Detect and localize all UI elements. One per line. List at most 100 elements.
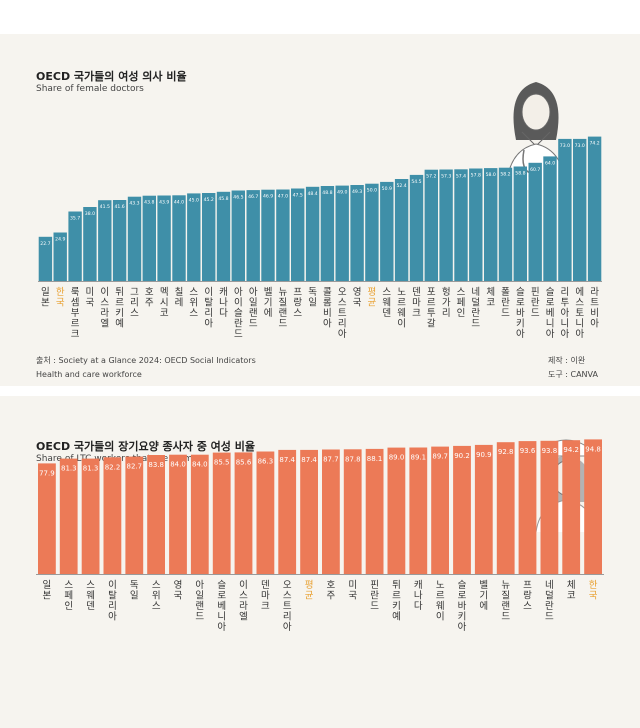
bar — [53, 232, 67, 281]
bar — [380, 181, 394, 281]
bar — [528, 162, 542, 281]
bar — [453, 445, 471, 574]
data-label: 87.8 — [345, 455, 361, 463]
bar — [584, 439, 602, 574]
data-label: 73.0 — [560, 143, 570, 149]
bar — [320, 186, 335, 281]
data-label: 73.0 — [575, 143, 585, 149]
bar — [543, 156, 557, 281]
data-label: 94.8 — [585, 445, 601, 453]
bar — [202, 193, 216, 281]
data-label: 50.0 — [367, 188, 377, 194]
bar — [157, 195, 171, 281]
bar — [98, 200, 112, 281]
data-label: 89.1 — [411, 454, 427, 462]
chart-panel-ltc-workers: OECD 국가들의 장기요양 종사자 중 여성 비율 Share of LTC … — [0, 396, 640, 728]
bar — [125, 456, 144, 574]
data-label: 82.7 — [127, 463, 143, 471]
data-label: 57.8 — [471, 173, 481, 179]
bar — [513, 166, 527, 281]
data-label: 85.5 — [214, 459, 230, 467]
bar — [190, 454, 209, 574]
bar — [484, 168, 498, 281]
source-line-2: Health and care workforce — [36, 370, 142, 379]
bar — [322, 449, 340, 574]
data-label: 81.3 — [61, 465, 77, 473]
bar — [291, 188, 305, 281]
bar — [469, 168, 483, 281]
bar — [127, 196, 142, 281]
data-label: 58.8 — [515, 171, 525, 177]
chart-subtitle: Share of female doctors — [36, 84, 144, 94]
bar — [587, 136, 602, 281]
data-label: 90.9 — [476, 451, 492, 459]
bar — [498, 167, 513, 281]
data-label: 87.4 — [301, 456, 317, 464]
bar — [234, 452, 253, 574]
bar — [142, 195, 156, 281]
data-label: 43.9 — [159, 200, 169, 206]
bar — [68, 211, 82, 281]
chart-title: OECD 국가들의 장기요양 종사자 중 여성 비율 — [36, 440, 255, 453]
data-label: 87.4 — [279, 456, 295, 464]
data-label: 45.8 — [218, 196, 228, 202]
bar — [439, 169, 453, 281]
bar — [38, 236, 53, 281]
data-label: 24.9 — [55, 237, 65, 243]
data-label: 47.5 — [293, 193, 303, 199]
bar — [335, 185, 349, 281]
bar — [231, 190, 245, 281]
data-label: 46.9 — [263, 194, 273, 200]
data-label: 47.0 — [278, 194, 288, 200]
data-label: 92.8 — [498, 448, 514, 456]
data-label: 48.8 — [322, 190, 332, 196]
bar — [187, 193, 201, 281]
data-label: 64.0 — [545, 160, 555, 166]
bar — [424, 169, 438, 281]
bar — [573, 138, 587, 281]
data-label: 50.9 — [382, 186, 392, 192]
bar — [212, 452, 231, 574]
bar — [81, 458, 100, 574]
chart-female-doctors: 22.7 일 본 24.9 한 국 35.7 룩 셈 부 르 크 38.0 미 국 41.5 이 스 라 엘 41.6 튀… — [38, 136, 602, 340]
data-label: 86.3 — [258, 458, 274, 466]
data-label: 57.2 — [426, 174, 436, 180]
data-label: 57.3 — [441, 174, 451, 180]
data-label: 45.2 — [204, 197, 214, 203]
data-label: 83.8 — [148, 461, 164, 469]
data-label: 44.0 — [174, 199, 184, 205]
